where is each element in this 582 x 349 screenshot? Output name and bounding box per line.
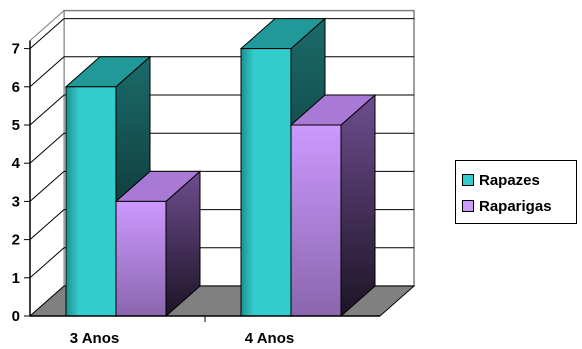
y-tick-label: 4 <box>12 155 21 172</box>
y-tick-label: 2 <box>12 232 20 249</box>
legend-entry: Raparigas <box>462 193 576 219</box>
y-tick-label: 5 <box>12 117 20 134</box>
y-tick-label: 0 <box>12 308 20 325</box>
bar-front <box>290 124 342 317</box>
bar-side <box>340 93 376 318</box>
bar <box>114 170 202 318</box>
gridline-side <box>29 18 65 49</box>
side-wall <box>29 9 65 318</box>
bar-front <box>115 200 167 317</box>
gridline-side <box>29 132 65 164</box>
bar <box>289 93 377 318</box>
gridline-side <box>29 247 65 279</box>
gridline-side <box>29 171 65 202</box>
legend-label: Rapazes <box>479 171 540 189</box>
bar-front <box>240 48 292 317</box>
y-tick-label: 6 <box>12 79 20 96</box>
y-tick-label: 3 <box>12 193 20 210</box>
legend-label: Raparigas <box>479 197 552 215</box>
gridline-side <box>29 209 65 240</box>
chart-legend: Rapazes Raparigas <box>455 160 577 224</box>
gridline-side <box>29 94 65 126</box>
gridline-side <box>29 56 65 88</box>
legend-entry: Rapazes <box>462 167 576 193</box>
x-tick-label: 3 Anos <box>70 330 119 347</box>
bar-front <box>65 86 117 317</box>
legend-swatch <box>462 174 474 186</box>
y-tick-label: 1 <box>12 270 20 287</box>
legend-swatch <box>462 200 474 212</box>
y-tick-label: 7 <box>12 41 20 58</box>
x-tick-label: 4 Anos <box>245 330 294 347</box>
